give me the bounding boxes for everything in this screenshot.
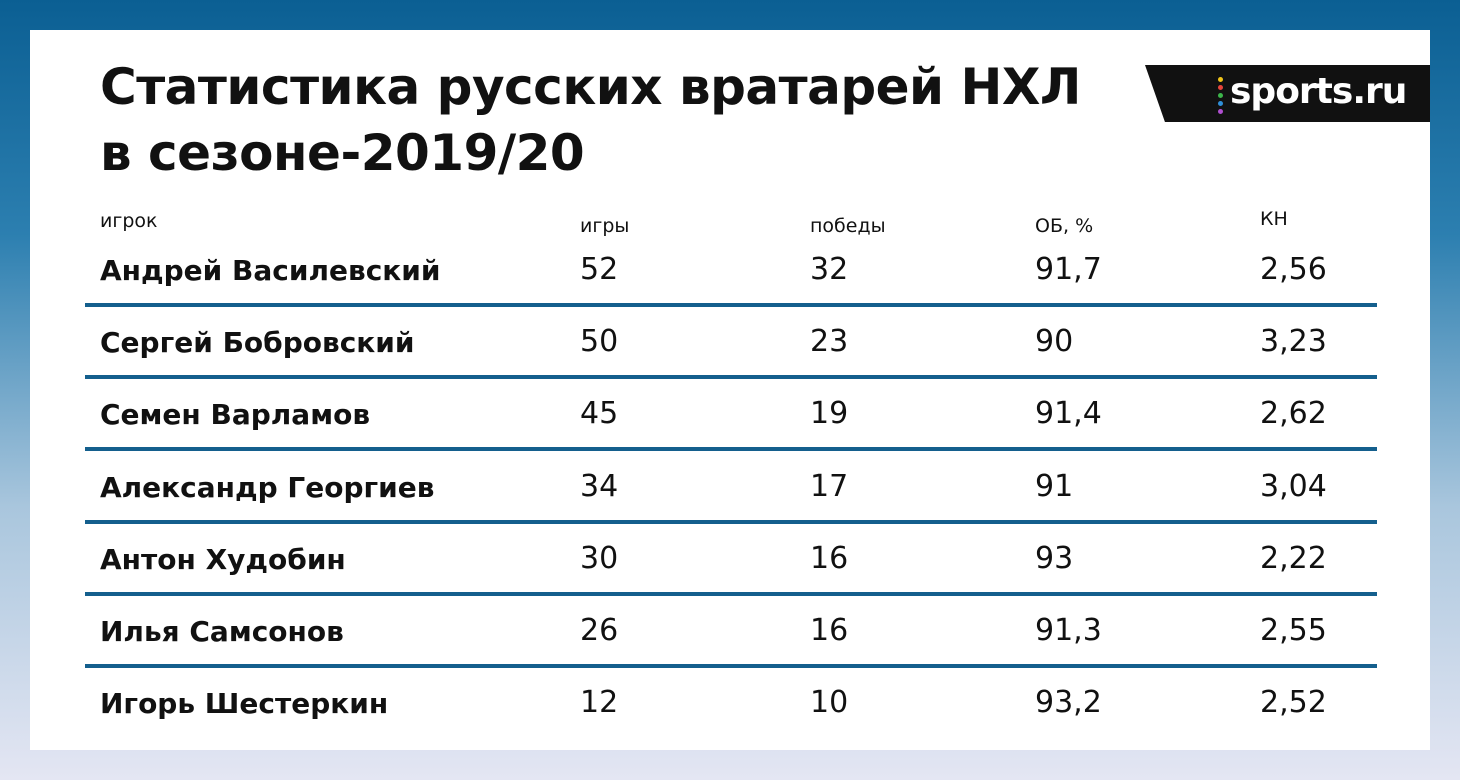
stat-cell: 93,2 — [1035, 685, 1102, 721]
stat-cell: 17 — [810, 468, 849, 504]
logo-dot — [1218, 101, 1223, 106]
stat-cell: 91,7 — [1035, 252, 1102, 287]
stat-cell: 91,4 — [1035, 396, 1102, 432]
stat-cell: 16 — [810, 613, 849, 648]
stat-cell: 52 — [580, 252, 619, 287]
stat-cell: 10 — [810, 685, 849, 721]
stat-cell: 2,52 — [1260, 685, 1327, 721]
player-name: Сергей Бобровский — [100, 326, 415, 360]
stat-cell: 2,22 — [1260, 540, 1327, 576]
row-separator — [85, 519, 1377, 524]
column-header: ОБ, % — [1035, 215, 1094, 237]
stat-cell: 50 — [580, 324, 619, 360]
card: Статистика русских вратарей НХЛ в сезоне… — [30, 30, 1430, 750]
column-header: КН — [1260, 208, 1288, 230]
column-header: игры — [580, 215, 630, 237]
stat-cell: 26 — [580, 613, 619, 648]
stat-cell: 2,62 — [1260, 396, 1327, 432]
stat-cell: 91 — [1035, 468, 1074, 504]
stat-cell: 3,04 — [1260, 468, 1327, 504]
row-separator — [85, 591, 1377, 596]
row-separator — [85, 664, 1377, 668]
player-name: Андрей Василевский — [100, 254, 441, 287]
stat-cell: 93 — [1035, 540, 1074, 576]
stat-cell: 3,23 — [1260, 324, 1327, 360]
stat-cell: 32 — [810, 252, 849, 287]
column-header: победы — [810, 215, 886, 237]
player-name: Антон Худобин — [100, 542, 346, 576]
stat-cell: 2,55 — [1260, 613, 1327, 648]
title-line: в сезоне-2019/20 — [100, 124, 585, 182]
row-separator — [85, 303, 1377, 307]
column-header: игрок — [100, 210, 158, 232]
stat-cell: 23 — [810, 324, 849, 360]
title-line: Статистика русских вратарей НХЛ — [100, 58, 1081, 116]
player-name: Игорь Шестеркин — [100, 687, 389, 721]
stat-cell: 30 — [580, 540, 619, 576]
stat-cell: 12 — [580, 685, 619, 721]
logo: sports.ru — [1145, 65, 1430, 122]
stat-cell: 90 — [1035, 324, 1074, 360]
stat-cell: 16 — [810, 540, 849, 576]
row-separator — [85, 375, 1377, 380]
stat-cell: 91,3 — [1035, 613, 1102, 648]
row-separator — [85, 447, 1377, 452]
player-name: Семен Варламов — [100, 398, 371, 432]
logo-dot — [1218, 109, 1223, 114]
stat-cell: 34 — [580, 468, 619, 504]
stat-cell: 2,56 — [1260, 252, 1327, 287]
stat-cell: 19 — [810, 396, 849, 432]
stat-cell: 45 — [580, 396, 619, 432]
player-name: Илья Самсонов — [100, 615, 344, 648]
player-name: Александр Георгиев — [100, 470, 435, 504]
logo-dot — [1218, 77, 1223, 82]
logo-text: sports.ru — [1230, 71, 1407, 112]
logo-dot — [1218, 85, 1223, 90]
logo-dot — [1218, 93, 1223, 98]
